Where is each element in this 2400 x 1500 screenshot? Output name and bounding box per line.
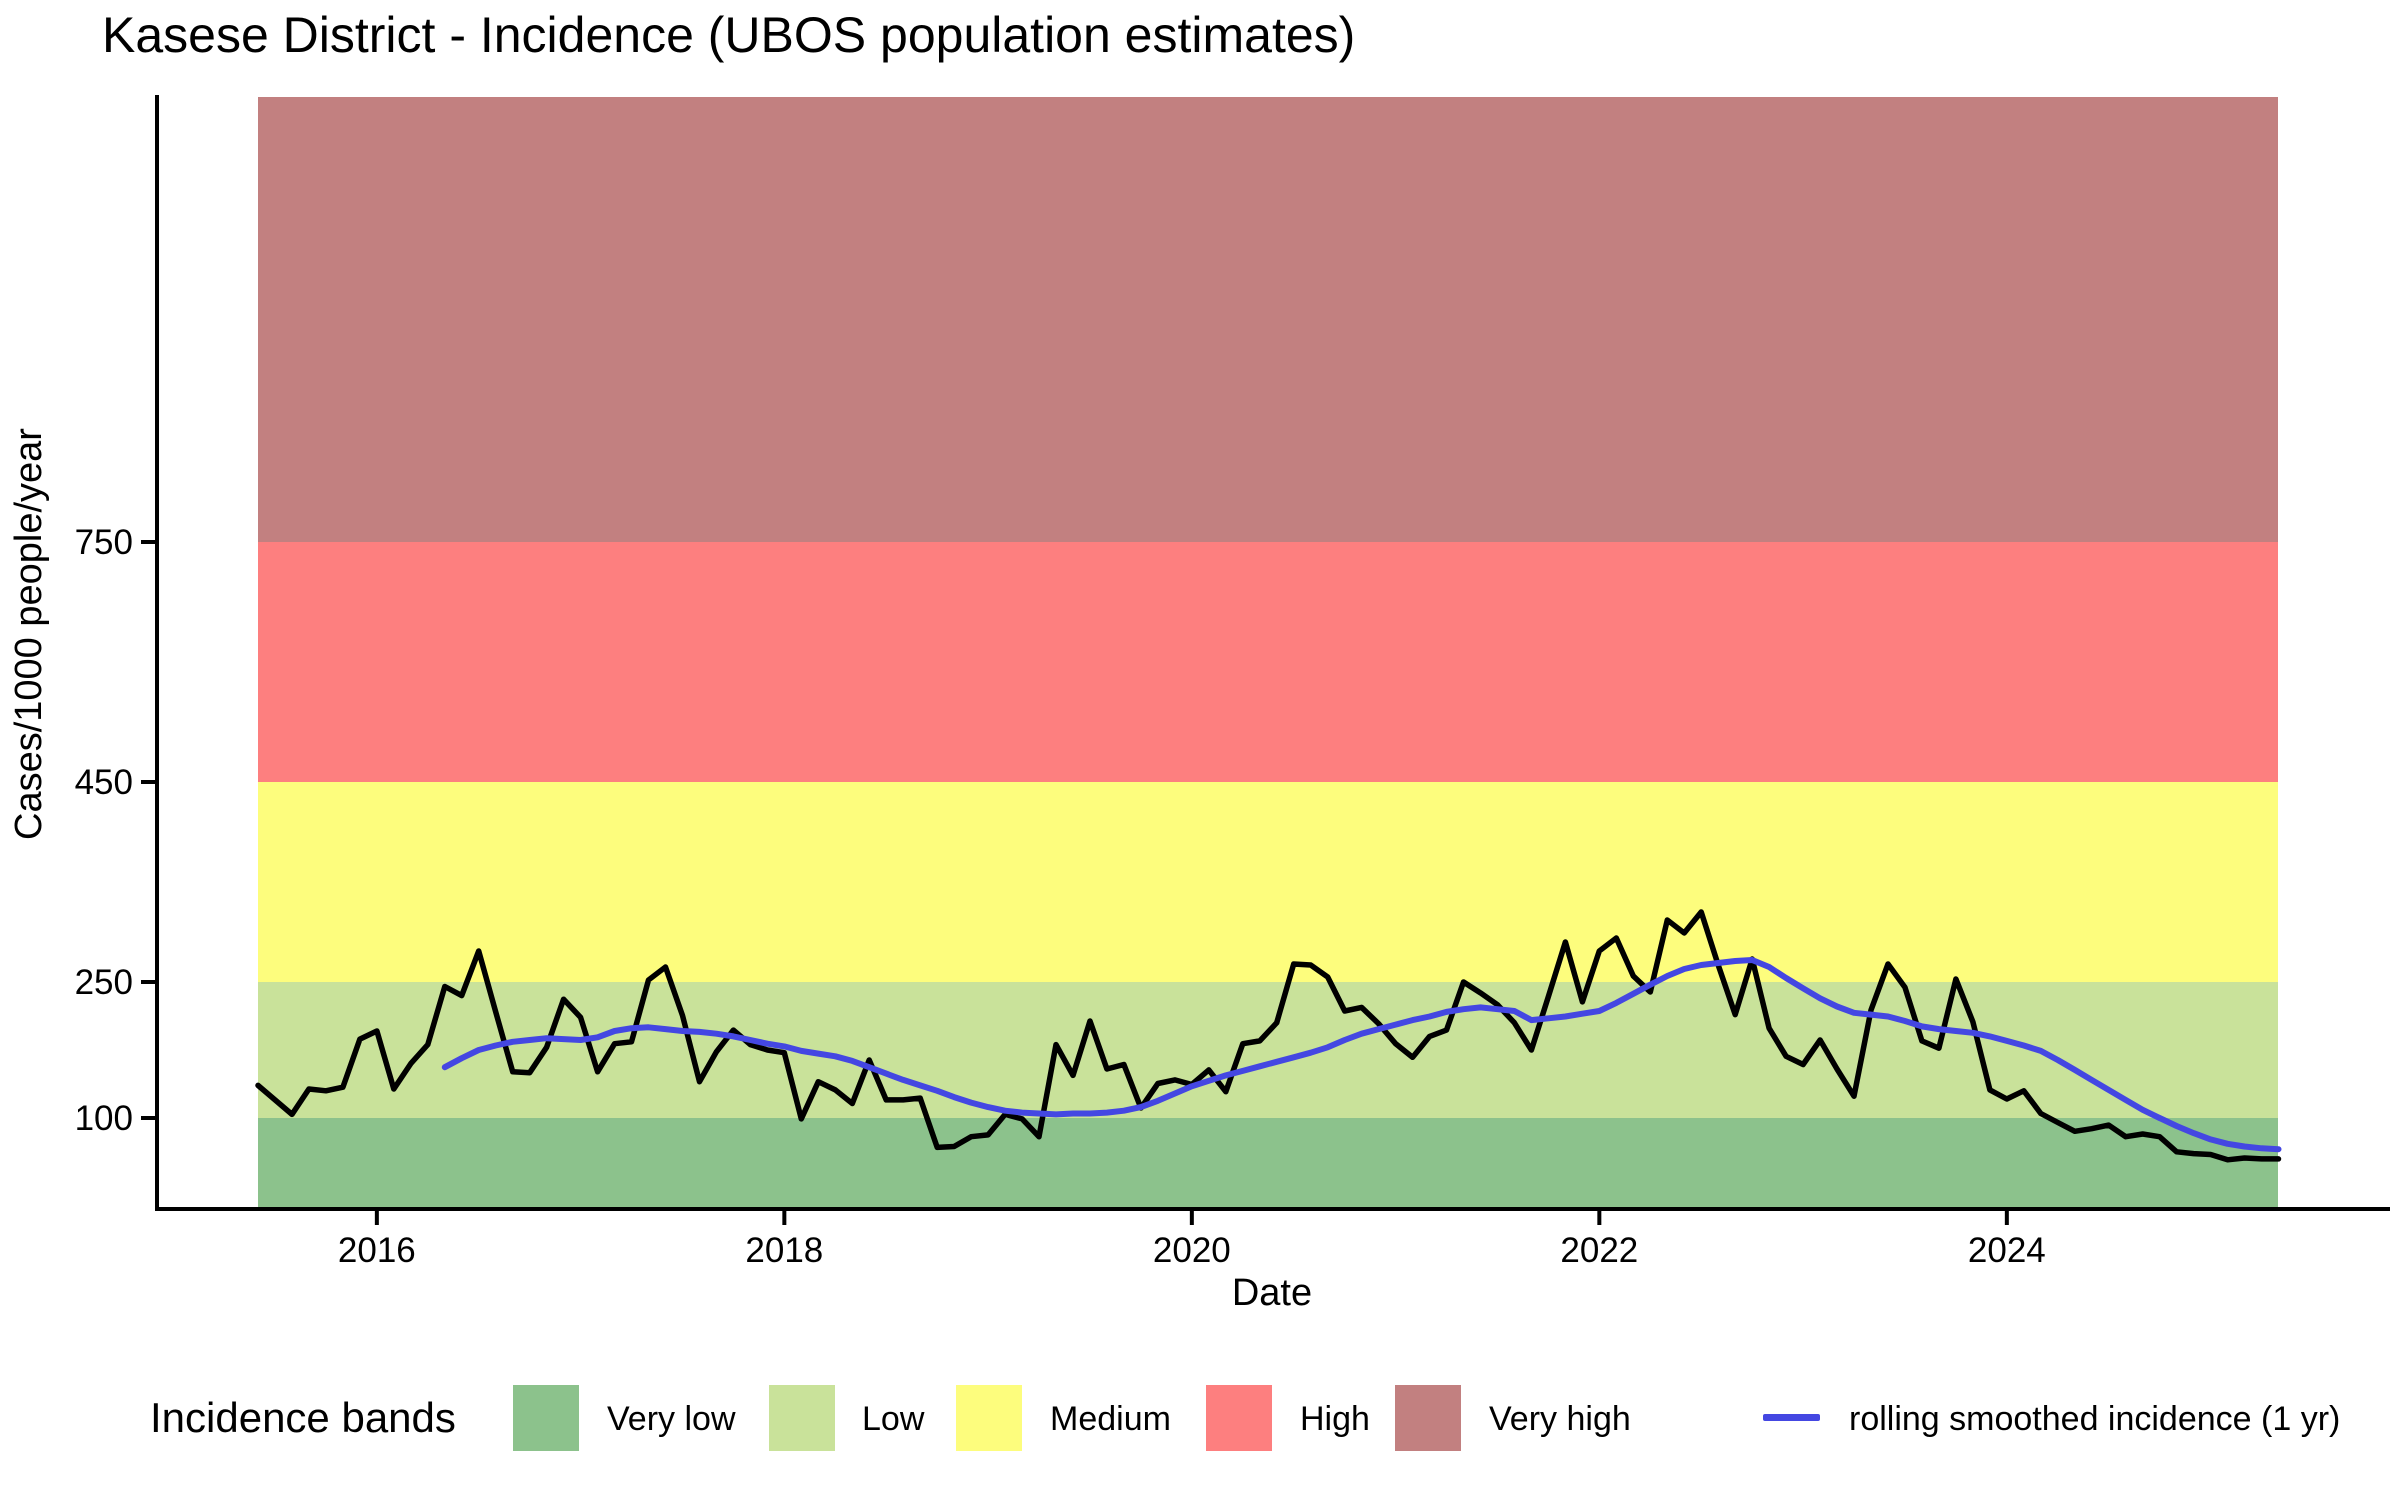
legend-swatch-very-high xyxy=(1395,1385,1461,1451)
x-tick-label: 2016 xyxy=(338,1231,416,1270)
y-tick-label: 250 xyxy=(75,963,133,1002)
legend-label-medium: Medium xyxy=(1050,1400,1171,1438)
y-tick-label: 750 xyxy=(75,523,133,562)
legend-label-very-high: Very high xyxy=(1489,1400,1631,1438)
x-tick-label: 2022 xyxy=(1560,1231,1638,1270)
legend-swatch-very-low xyxy=(513,1385,579,1451)
band-very-high xyxy=(258,97,2278,542)
band-very-low xyxy=(258,1118,2278,1207)
x-tick-label: 2018 xyxy=(745,1231,823,1270)
x-axis-title: Date xyxy=(1231,1272,1313,1314)
legend-label-low: Low xyxy=(862,1400,925,1438)
legend-swatch-high xyxy=(1206,1385,1272,1451)
band-low xyxy=(258,982,2278,1118)
x-tick-label: 2024 xyxy=(1968,1231,2046,1270)
y-tick-label: 450 xyxy=(75,763,133,802)
legend-label-high: High xyxy=(1300,1400,1370,1438)
smoothed-incidence-line xyxy=(441,957,2282,1153)
legend-label-smoothed-line: rolling smoothed incidence (1 yr) xyxy=(1849,1400,2341,1438)
legend-swatch-low xyxy=(769,1385,835,1451)
legend-label-very-low: Very low xyxy=(607,1400,736,1438)
chart-title: Kasese District - Incidence (UBOS popula… xyxy=(102,7,1356,63)
legend-smoothed-line-key xyxy=(1763,1414,1820,1421)
raw-incidence-line xyxy=(255,909,2282,1163)
band-medium xyxy=(258,782,2278,982)
legend-swatch-medium xyxy=(956,1385,1022,1451)
y-tick-label: 100 xyxy=(75,1099,133,1138)
legend-title: Incidence bands xyxy=(150,1394,456,1441)
band-high xyxy=(258,542,2278,782)
x-tick-label: 2020 xyxy=(1153,1231,1231,1270)
plot-area: 100 250 450 750 2016 2018 2020 2022 2024 xyxy=(75,95,2390,1270)
